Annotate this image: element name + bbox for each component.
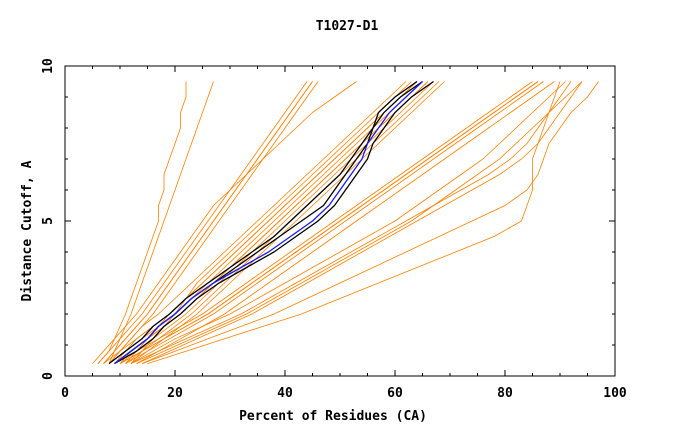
x-tick-label: 100 — [603, 386, 627, 401]
model-curve — [130, 81, 566, 364]
x-axis-label: Percent of Residues (CA) — [239, 409, 427, 424]
x-tick-label: 60 — [387, 386, 403, 401]
model-curve — [108, 81, 214, 364]
x-tick-label: 40 — [277, 386, 293, 401]
model-curve — [97, 81, 308, 364]
model-curve — [92, 81, 357, 364]
model-curve — [119, 81, 539, 364]
model-curve — [103, 81, 418, 364]
model-curve — [119, 81, 434, 364]
highlight-curve-blue — [114, 81, 423, 365]
x-tick-label: 0 — [61, 386, 69, 401]
axis-ticks — [64, 65, 616, 377]
background-model-curves — [92, 81, 599, 364]
model-curve — [141, 81, 599, 364]
y-tick-label: 0 — [41, 372, 56, 380]
model-curve — [119, 81, 539, 364]
highlighted-model-curves — [108, 80, 434, 365]
model-curve — [114, 81, 533, 364]
chart-title: T1027-D1 — [316, 19, 379, 34]
y-axis-label: Distance Cutoff, A — [20, 160, 35, 301]
model-curve — [141, 81, 583, 364]
model-curve — [147, 81, 561, 364]
model-curve — [136, 81, 555, 364]
model-curve — [130, 81, 445, 364]
model-curve — [108, 81, 319, 364]
highlight-curve-black — [114, 80, 434, 365]
model-curve — [130, 81, 572, 364]
model-curve — [103, 81, 313, 364]
model-curve — [125, 81, 418, 364]
x-tick-label: 80 — [497, 386, 513, 401]
y-tick-label: 10 — [41, 58, 56, 74]
model-curve — [125, 81, 544, 364]
model-curve — [108, 81, 407, 364]
x-tick-label: 20 — [167, 386, 183, 401]
model-curve — [130, 81, 412, 364]
model-curve — [97, 81, 187, 364]
y-tick-label: 5 — [41, 217, 56, 225]
model-curve — [103, 81, 313, 364]
highlight-curve-black — [108, 80, 423, 365]
model-curve — [136, 81, 583, 364]
